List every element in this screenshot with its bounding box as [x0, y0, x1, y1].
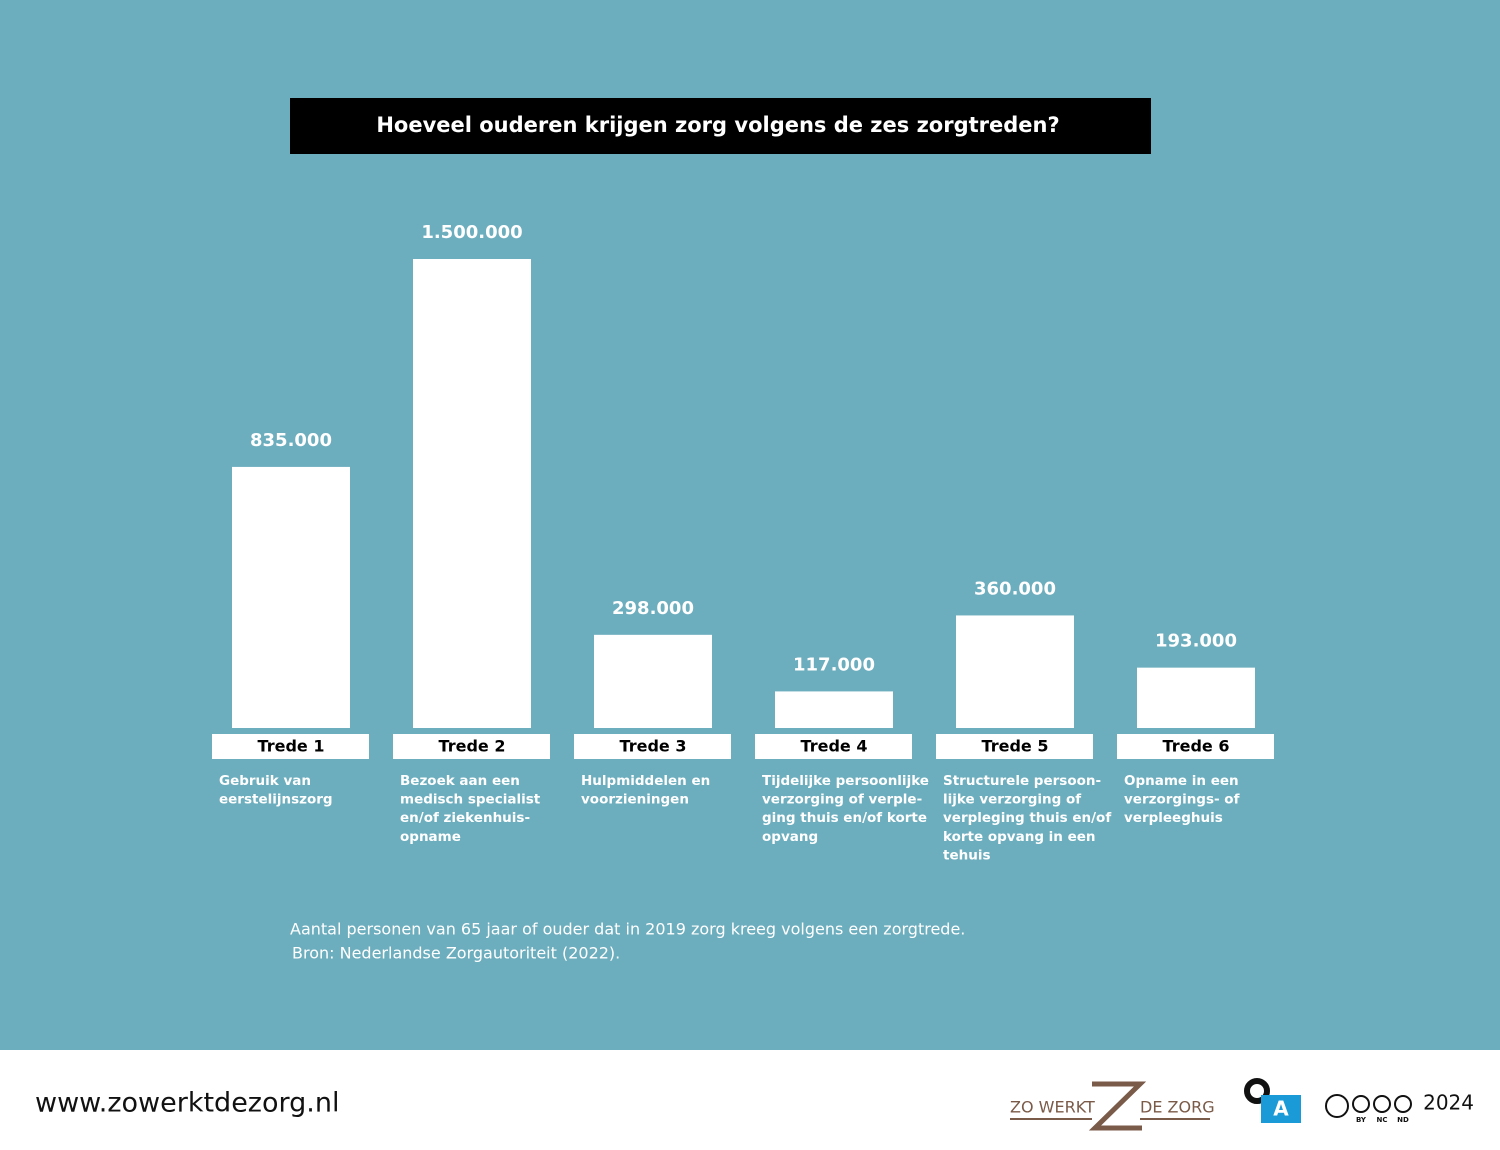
- x-tick-label: Trede 1: [258, 737, 325, 756]
- bar: [956, 615, 1074, 728]
- value-label: 117.000: [793, 654, 875, 675]
- category-description: verpleging thuis en/of: [943, 810, 1111, 826]
- title-box: [290, 98, 1151, 154]
- category-description: korte opvang in een: [943, 829, 1096, 845]
- category-description: verzorging of verple-: [762, 792, 922, 808]
- category-description: Gebruik van: [219, 773, 311, 789]
- category-description: ging thuis en/of korte: [762, 810, 927, 826]
- x-tick-label: Trede 3: [620, 737, 687, 756]
- x-tick-label: Trede 2: [439, 737, 506, 756]
- note: Bron: Nederlandse Zorgautoriteit (2022).: [292, 944, 620, 963]
- logo-o: [1244, 1078, 1270, 1104]
- logo-z: [1088, 1081, 1147, 1131]
- cc-label: NC: [1377, 1116, 1388, 1124]
- value-label: 360.000: [974, 578, 1056, 599]
- x-tick-label: Trede 5: [982, 737, 1049, 756]
- category-box: [393, 734, 550, 759]
- category-box: [212, 734, 369, 759]
- chart-title: Hoeveel ouderen krijgen zorg volgens de …: [376, 113, 1059, 137]
- value-label: 835.000: [250, 430, 332, 451]
- logo-a: A: [1273, 1097, 1289, 1121]
- bar: [413, 259, 531, 728]
- category-description: tehuis: [943, 847, 991, 863]
- bar: [594, 634, 712, 728]
- cc-icon: [1352, 1095, 1370, 1113]
- cc-icon: [1325, 1094, 1349, 1118]
- category-description: Tijdelijke persoonlijke: [762, 773, 929, 789]
- x-tick-label: Trede 4: [801, 737, 868, 756]
- category-description: lijke verzorging of: [943, 792, 1081, 808]
- cc-icon: [1394, 1095, 1412, 1113]
- category-box: [755, 734, 912, 759]
- category-description: verzorgings- of: [1124, 792, 1240, 808]
- logo-a-box: [1261, 1095, 1301, 1123]
- category-description: Hulpmiddelen en: [581, 773, 710, 789]
- value-label: 193.000: [1155, 631, 1237, 652]
- note: Aantal personen van 65 jaar of ouder dat…: [290, 920, 965, 939]
- footer-url: www.zowerktdezorg.nl: [35, 1088, 339, 1119]
- year: 2024: [1423, 1091, 1474, 1115]
- bar: [1137, 667, 1255, 728]
- category-box: [574, 734, 731, 759]
- category-box: [1117, 734, 1274, 759]
- category-box: [936, 734, 1093, 759]
- cc-label: ND: [1397, 1116, 1409, 1124]
- logo-text: ZO WERKT: [1010, 1098, 1095, 1117]
- category-description: en/of ziekenhuis-: [400, 810, 530, 826]
- background: [0, 0, 1500, 1050]
- value-label: 1.500.000: [421, 222, 522, 243]
- value-label: 298.000: [612, 598, 694, 619]
- category-description: opname: [400, 829, 461, 845]
- logo-text: DE ZORG: [1140, 1098, 1215, 1117]
- cc-label: BY: [1356, 1116, 1367, 1124]
- cc-icon: [1373, 1095, 1391, 1113]
- category-description: verpleeghuis: [1124, 810, 1223, 826]
- bar: [775, 691, 893, 728]
- category-description: medisch specialist: [400, 792, 541, 808]
- category-description: Structurele persoon-: [943, 773, 1101, 789]
- category-description: eerstelijnszorg: [219, 792, 333, 808]
- category-description: voorzieningen: [581, 792, 689, 808]
- x-tick-label: Trede 6: [1163, 737, 1230, 756]
- bar: [232, 466, 350, 728]
- category-description: Bezoek aan een: [400, 773, 520, 789]
- category-description: Opname in een: [1124, 773, 1239, 789]
- category-description: opvang: [762, 829, 818, 845]
